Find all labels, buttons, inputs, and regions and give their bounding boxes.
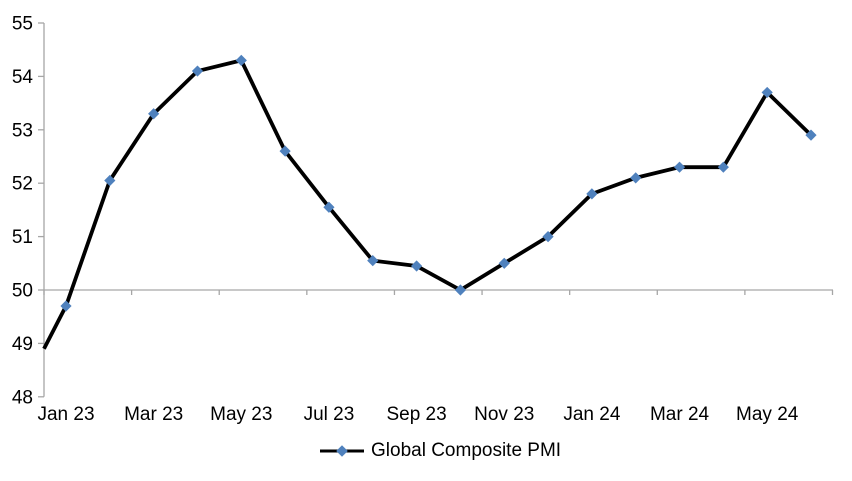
data-point-marker bbox=[323, 201, 335, 213]
x-axis-tick-label: Nov 23 bbox=[474, 404, 534, 425]
legend: Global Composite PMI bbox=[320, 440, 561, 462]
data-point-marker bbox=[586, 188, 598, 200]
y-axis-tick-label: 49 bbox=[12, 334, 33, 355]
y-axis-tick-label: 53 bbox=[12, 120, 33, 141]
x-axis-tick-label: Jan 23 bbox=[37, 404, 94, 425]
data-point-marker bbox=[805, 129, 817, 141]
y-axis-tick-label: 52 bbox=[12, 174, 33, 195]
y-axis-tick-label: 50 bbox=[12, 281, 33, 302]
data-point-marker bbox=[60, 300, 72, 312]
data-point-marker bbox=[630, 172, 642, 184]
data-point-marker bbox=[410, 260, 423, 272]
y-axis-tick-label: 54 bbox=[12, 67, 34, 88]
data-point-marker bbox=[717, 161, 729, 173]
data-point-marker bbox=[104, 174, 116, 187]
data-point-marker bbox=[673, 161, 686, 173]
y-axis-tick-label: 55 bbox=[12, 14, 33, 35]
pmi-series-line bbox=[42, 58, 813, 350]
x-axis-tick-label: Jan 24 bbox=[563, 404, 620, 425]
data-point-marker bbox=[498, 257, 510, 269]
data-point-marker bbox=[279, 145, 291, 157]
data-point-marker bbox=[367, 255, 379, 267]
data-point-marker bbox=[148, 108, 160, 120]
data-point-marker bbox=[454, 284, 467, 296]
legend-label: Global Composite PMI bbox=[371, 440, 562, 461]
x-axis-tick-label: Mar 24 bbox=[650, 404, 710, 425]
x-axis-tick-label: Mar 23 bbox=[124, 404, 183, 425]
data-point-marker bbox=[235, 54, 247, 66]
x-axis-tick-label: May 23 bbox=[210, 404, 272, 425]
legend-line-marker-icon bbox=[320, 445, 364, 457]
data-point-marker bbox=[191, 65, 204, 77]
y-axis-tick-label: 51 bbox=[12, 227, 33, 248]
data-point-marker bbox=[761, 86, 773, 99]
data-point-marker bbox=[542, 231, 554, 243]
x-axis-tick-label: May 24 bbox=[736, 404, 799, 425]
x-axis-tick-label: Jul 23 bbox=[304, 404, 355, 425]
y-axis-tick-label: 48 bbox=[12, 387, 33, 408]
x-axis-tick-label: Sep 23 bbox=[386, 404, 446, 425]
